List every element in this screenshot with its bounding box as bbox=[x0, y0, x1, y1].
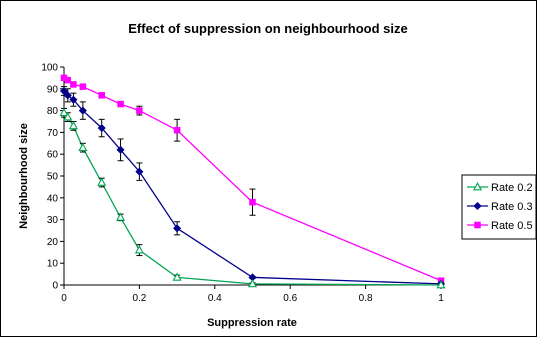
data-point bbox=[98, 92, 105, 99]
x-tick-label: 0.6 bbox=[283, 293, 297, 304]
data-point bbox=[78, 142, 88, 152]
data-point bbox=[64, 76, 72, 84]
chart-title: Effect of suppression on neighbourhood s… bbox=[128, 21, 408, 36]
x-tick-label: 0.8 bbox=[359, 293, 373, 304]
y-tick-label: 80 bbox=[47, 106, 59, 117]
y-tick-label: 50 bbox=[47, 172, 59, 183]
series-rate-0-5 bbox=[60, 74, 445, 284]
legend-label: Rate 0.3 bbox=[491, 201, 533, 213]
legend-box bbox=[461, 174, 537, 240]
y-tick-label: 10 bbox=[47, 259, 59, 270]
data-point bbox=[247, 278, 258, 288]
x-tick-label: 0.2 bbox=[132, 293, 146, 304]
plot-group bbox=[59, 74, 446, 289]
data-point bbox=[97, 123, 106, 133]
legend-label: Rate 0.5 bbox=[491, 220, 533, 232]
x-axis-title: Suppression rate bbox=[207, 317, 297, 329]
legend-marker bbox=[472, 182, 483, 191]
y-tick-label: 70 bbox=[47, 128, 59, 139]
x-tick-label: 1 bbox=[438, 293, 444, 304]
y-axis-title: Neighbourhood size bbox=[18, 123, 30, 229]
data-point bbox=[172, 272, 182, 281]
legend-entry: Rate 0.5 bbox=[467, 220, 533, 232]
x-tick-label: 0 bbox=[61, 293, 67, 304]
x-tick-label: 0.4 bbox=[208, 293, 222, 304]
y-tick-label: 40 bbox=[47, 193, 59, 204]
data-point bbox=[116, 145, 125, 154]
data-point bbox=[69, 95, 78, 104]
data-point bbox=[59, 107, 69, 117]
data-point bbox=[68, 120, 78, 130]
y-tick-label: 90 bbox=[47, 84, 59, 95]
data-point bbox=[59, 86, 69, 96]
data-point bbox=[116, 212, 126, 221]
data-point bbox=[79, 83, 87, 90]
y-tick-label: 60 bbox=[47, 150, 59, 161]
data-point bbox=[63, 112, 73, 121]
data-point bbox=[134, 245, 144, 254]
legend-label: Rate 0.2 bbox=[491, 182, 533, 194]
y-tick-label: 100 bbox=[41, 63, 58, 74]
y-tick-label: 20 bbox=[47, 237, 59, 248]
series-line bbox=[63, 90, 442, 285]
legend: Rate 0.2 Rate 0.3 Rate 0.5 bbox=[461, 174, 537, 240]
data-point bbox=[78, 106, 88, 115]
legend-entry: Rate 0.2 bbox=[467, 182, 533, 194]
legend-entry: Rate 0.3 bbox=[467, 201, 533, 213]
data-point bbox=[70, 81, 77, 88]
data-point bbox=[436, 280, 446, 289]
data-point bbox=[117, 100, 124, 108]
y-tick-label: 0 bbox=[52, 281, 58, 292]
data-point bbox=[249, 198, 256, 206]
legend-marker bbox=[473, 201, 482, 211]
series-rate-0-2 bbox=[59, 107, 446, 289]
data-point bbox=[172, 224, 182, 233]
data-point bbox=[136, 107, 143, 114]
data-point bbox=[135, 167, 144, 176]
y-tick-label: 30 bbox=[47, 215, 59, 226]
legend-marker bbox=[474, 221, 481, 229]
data-point bbox=[97, 177, 107, 186]
data-point bbox=[63, 91, 72, 100]
axes-group: 0 10 20 30 40 50 60 70 80 90 100 0 0.2 0.4 0.6 0.8 1 bbox=[41, 63, 444, 305]
data-point bbox=[173, 126, 181, 134]
